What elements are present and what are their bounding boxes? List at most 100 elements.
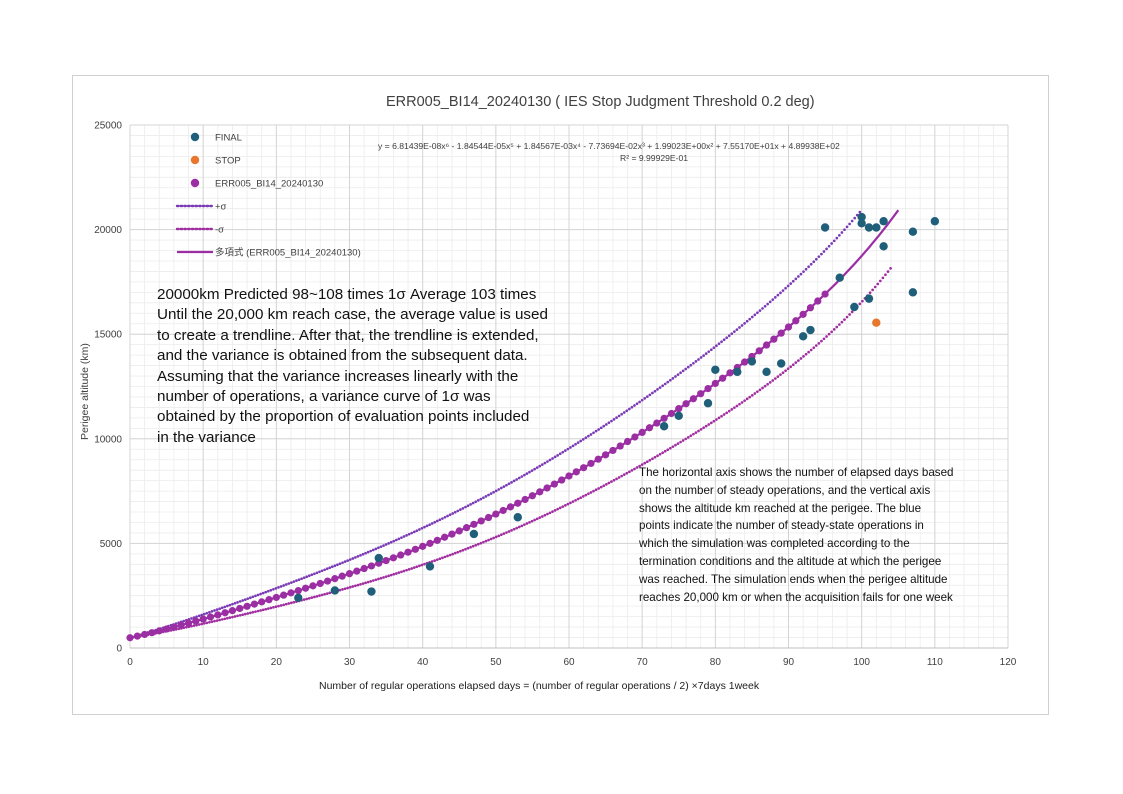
minus-sigma-curve-dot xyxy=(661,451,665,455)
major-grid xyxy=(129,124,1009,649)
minus-sigma-curve-dot xyxy=(356,583,360,587)
plus-sigma-curve-dot xyxy=(213,609,216,612)
x-tick-label: 50 xyxy=(490,657,502,668)
minus-sigma-curve-dot xyxy=(704,424,708,428)
minus-sigma-curve-dot xyxy=(517,525,521,529)
plus-sigma-curve-dot xyxy=(853,216,857,220)
minus-sigma-curve-dot xyxy=(264,607,268,611)
plus-sigma-curve-dot xyxy=(446,514,449,518)
minus-sigma-curve-dot xyxy=(666,448,670,452)
plus-sigma-curve-dot xyxy=(433,520,437,524)
plus-sigma-curve-dot xyxy=(814,257,818,261)
minus-sigma-curve-dot xyxy=(707,423,711,426)
plus-sigma-curve-dot xyxy=(602,424,606,428)
minus-sigma-curve-dot xyxy=(589,491,593,494)
final-point xyxy=(513,513,522,522)
plus-sigma-curve-dot xyxy=(628,407,631,411)
minus-sigma-curve-dot xyxy=(397,571,401,574)
final-point xyxy=(747,357,757,366)
minus-sigma-curve-dot xyxy=(771,379,775,382)
minus-sigma-curve-dot xyxy=(653,455,657,459)
minus-sigma-curve-dot xyxy=(251,610,255,614)
minus-sigma-curve-dot xyxy=(512,527,516,531)
minus-sigma-curve-dot xyxy=(620,474,624,478)
minus-sigma-curve-dot xyxy=(387,574,390,578)
plus-sigma-curve-dot xyxy=(702,354,705,357)
minus-sigma-curve-dot xyxy=(236,614,239,618)
plus-sigma-curve-dot xyxy=(254,594,257,598)
plus-sigma-curve-dot xyxy=(563,449,567,452)
minus-sigma-curve-dot xyxy=(753,392,757,395)
plus-sigma-curve-dot xyxy=(707,350,711,354)
x-tick-label: 60 xyxy=(563,657,575,668)
final-point xyxy=(733,367,742,377)
plus-sigma-curve-dot xyxy=(499,486,503,490)
plus-sigma-curve-dot xyxy=(809,262,813,266)
minus-sigma-curve-dot xyxy=(878,279,882,283)
plus-sigma-curve-dot xyxy=(610,419,613,423)
plus-sigma-curve-dot xyxy=(384,543,388,546)
y-tick-label: 10000 xyxy=(94,434,122,445)
plus-sigma-curve-dot xyxy=(205,611,209,615)
plus-sigma-curve-dot xyxy=(354,556,357,559)
minus-sigma-curve-dot xyxy=(563,504,567,507)
plus-sigma-curve-dot xyxy=(323,568,326,572)
plus-sigma-curve-dot xyxy=(307,574,311,578)
minus-sigma-curve-dot xyxy=(369,579,373,583)
plus-sigma-curve-dot xyxy=(758,309,762,312)
minus-sigma-curve-dot xyxy=(750,393,754,397)
plus-sigma-curve-dot xyxy=(663,382,667,386)
stop-series xyxy=(872,318,881,327)
plus-sigma-curve-dot xyxy=(256,593,260,597)
minus-sigma-curve-dot xyxy=(584,493,588,497)
minus-sigma-curve-dot xyxy=(671,445,675,449)
minus-sigma-curve-dot xyxy=(243,612,247,616)
plus-sigma-curve-dot xyxy=(515,478,519,481)
minus-sigma-curve-dot xyxy=(256,609,260,613)
final-point xyxy=(857,212,866,222)
minus-sigma-curve-dot xyxy=(709,421,713,425)
minus-sigma-curve-dot xyxy=(328,591,332,595)
plus-sigma-curve-dot xyxy=(535,466,539,469)
plus-sigma-curve-dot xyxy=(604,423,608,426)
minus-sigma-curve-dot xyxy=(377,577,380,581)
minus-sigma-curve-dot xyxy=(420,563,424,567)
minus-sigma-curve-dot xyxy=(597,487,600,490)
plus-sigma-curve-dot xyxy=(625,409,629,413)
plus-sigma-curve-dot xyxy=(858,210,862,214)
plus-sigma-curve-dot xyxy=(850,219,854,223)
minus-sigma-curve-dot xyxy=(379,576,383,580)
minus-sigma-curve-dot xyxy=(858,302,862,306)
minus-sigma-curve-dot xyxy=(643,461,647,465)
plus-sigma-curve-dot xyxy=(356,555,360,558)
final-point xyxy=(872,223,881,232)
minus-sigma-curve-dot xyxy=(689,434,693,438)
minus-sigma-curve-dot xyxy=(789,365,793,369)
plus-sigma-curve-dot xyxy=(571,444,575,448)
final-point xyxy=(469,529,479,539)
minus-sigma-curve-dot xyxy=(587,492,590,496)
minus-sigma-curve-dot xyxy=(464,547,467,551)
plus-sigma-curve-dot xyxy=(645,395,649,398)
plus-sigma-curve-dot xyxy=(474,500,478,504)
plus-sigma-curve-dot xyxy=(763,304,767,308)
minus-sigma-curve-dot xyxy=(346,586,350,590)
minus-sigma-curve-dot xyxy=(615,477,618,481)
plus-sigma-curve-dot xyxy=(651,391,654,395)
final-point xyxy=(425,562,435,571)
minus-sigma-curve-dot xyxy=(289,601,293,605)
axis-description-note: The horizontal axis shows the number of … xyxy=(639,464,1029,606)
minus-sigma-curve-dot xyxy=(282,603,285,607)
plus-sigma-curve-dot xyxy=(476,499,480,502)
plus-sigma-curve-dot xyxy=(735,328,739,331)
legend-entry: ERR005_BI14_20240130 xyxy=(190,179,323,190)
minus-sigma-curve-dot xyxy=(359,582,362,586)
minus-sigma-curve-dot xyxy=(466,546,470,550)
plus-sigma-curve-dot xyxy=(579,439,583,443)
minus-sigma-curve-dot xyxy=(738,402,741,406)
plus-sigma-curve-dot xyxy=(246,597,250,601)
plus-sigma-curve-dot xyxy=(546,460,549,463)
plus-sigma-curve-dot xyxy=(779,291,782,295)
chart-title: ERR005_BI14_20240130 ( IES Stop Judgment… xyxy=(386,94,815,110)
plus-sigma-curve-dot xyxy=(274,586,278,590)
